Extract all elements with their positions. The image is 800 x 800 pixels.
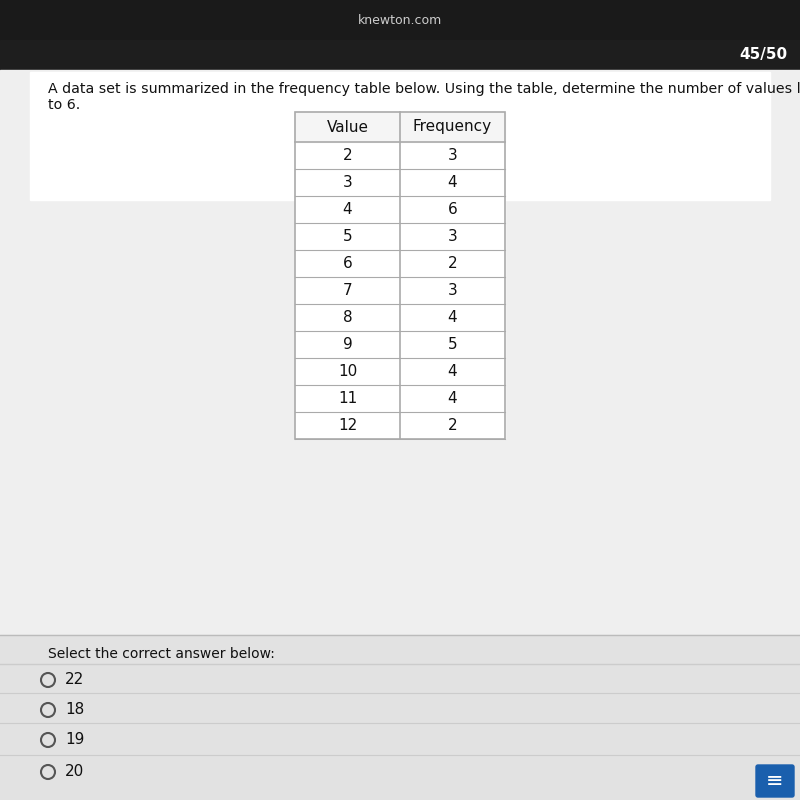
Text: 4: 4 — [342, 202, 352, 217]
Text: 11: 11 — [338, 391, 357, 406]
Text: 2: 2 — [448, 256, 458, 271]
Text: 4: 4 — [448, 364, 458, 379]
Text: knewton.com: knewton.com — [358, 14, 442, 27]
Text: 6: 6 — [342, 256, 352, 271]
Text: 4: 4 — [448, 175, 458, 190]
Text: 7: 7 — [342, 283, 352, 298]
Text: 3: 3 — [342, 175, 352, 190]
Text: 5: 5 — [342, 229, 352, 244]
Text: to 6.: to 6. — [48, 98, 80, 112]
Text: 22: 22 — [65, 673, 84, 687]
Bar — [0, 40, 800, 70]
Bar — [0, 635, 800, 800]
FancyBboxPatch shape — [756, 765, 794, 797]
Text: 4: 4 — [448, 310, 458, 325]
Text: 3: 3 — [448, 229, 458, 244]
Text: Frequency: Frequency — [413, 119, 492, 134]
Text: 3: 3 — [448, 283, 458, 298]
Text: 10: 10 — [338, 364, 357, 379]
Text: Select the correct answer below:: Select the correct answer below: — [48, 647, 275, 661]
Bar — [295, 112, 505, 439]
Text: 19: 19 — [65, 733, 84, 747]
Text: 4: 4 — [448, 391, 458, 406]
Bar — [295, 112, 505, 142]
Text: ≡: ≡ — [766, 771, 784, 791]
Bar — [30, 72, 770, 200]
Text: 3: 3 — [448, 148, 458, 163]
Text: 2: 2 — [448, 418, 458, 433]
Bar — [295, 112, 505, 439]
Text: 8: 8 — [342, 310, 352, 325]
Bar — [0, 70, 800, 635]
Text: 2: 2 — [342, 148, 352, 163]
Text: 12: 12 — [338, 418, 357, 433]
Text: 45/50: 45/50 — [739, 47, 787, 62]
Text: 6: 6 — [448, 202, 458, 217]
Text: 5: 5 — [448, 337, 458, 352]
Text: 20: 20 — [65, 765, 84, 779]
Text: A data set is summarized in the frequency table below. Using the table, determin: A data set is summarized in the frequenc… — [48, 82, 800, 96]
Bar — [0, 0, 800, 40]
Text: 18: 18 — [65, 702, 84, 718]
Text: Value: Value — [326, 119, 369, 134]
Text: 9: 9 — [342, 337, 352, 352]
